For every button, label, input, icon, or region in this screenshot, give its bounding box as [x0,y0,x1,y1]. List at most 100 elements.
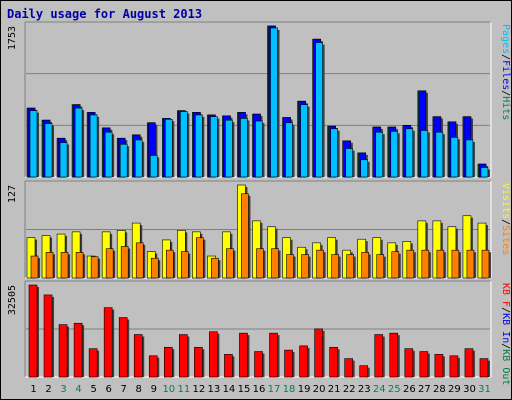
bar-pages-day-14 [225,119,233,178]
bar-pages-day-13 [210,116,218,178]
x-tick-label-day-5: 5 [90,384,96,395]
bar-pages-day-28 [435,131,444,178]
x-tick-label-day-25: 25 [388,384,401,395]
bar-pages-day-30 [465,139,474,178]
bar-kbf-day-30 [464,348,474,378]
x-tick-label-day-26: 26 [403,384,416,395]
legend-entry: KB Out [500,349,511,385]
bar-kbf-day-6 [103,307,113,378]
bar-kbf-day-23 [359,365,369,378]
bar-sites-day-17 [271,248,279,279]
legend-entry: Hits [500,96,511,120]
bar-sites-day-19 [301,254,309,279]
bar-sites-day-26 [406,249,415,279]
bar-pages-day-20 [315,42,323,178]
bar-pages-day-26 [405,128,414,178]
bar-kbf-day-7 [118,317,128,378]
panel-0-legend: Pages/Files/Hits [500,24,511,120]
bar-kbf-day-20 [314,328,323,378]
x-tick-label-day-28: 28 [433,384,446,395]
bar-kbf-day-26 [404,348,414,378]
bar-sites-day-3 [60,252,69,279]
bar-sites-day-12 [196,237,204,279]
bar-pages-day-16 [255,120,263,178]
x-tick-label-day-19: 19 [298,384,311,395]
bar-sites-day-31 [481,249,490,279]
bar-kbf-day-17 [269,332,278,378]
bar-kbf-day-21 [329,346,338,378]
x-tick-label-day-17: 17 [268,384,281,395]
legend-entry: / [500,307,511,313]
legend-entry: Files [500,60,511,90]
x-tick-label-day-8: 8 [136,384,142,395]
bar-kbf-day-16 [254,351,263,378]
bar-pages-day-8 [134,139,143,178]
bar-pages-day-6 [104,131,113,178]
bar-sites-day-13 [211,257,219,279]
bar-pages-day-9 [149,155,158,178]
x-tick-label-day-7: 7 [121,384,127,395]
bar-pages-day-18 [285,122,293,178]
chart-title: Daily usage for August 2013 [7,7,203,21]
bar-pages-day-21 [330,128,338,178]
legend-entry: / [500,219,511,225]
bar-pages-day-11 [180,111,188,178]
bar-kbf-day-18 [284,349,293,378]
x-tick-label-day-20: 20 [313,384,326,395]
bar-sites-day-15 [241,193,249,279]
x-tick-label-day-31: 31 [478,384,491,395]
bar-kbf-day-13 [209,331,218,378]
x-tick-label-day-30: 30 [463,384,476,395]
x-tick-label-day-21: 21 [328,384,341,395]
x-tick-label-day-23: 23 [358,384,371,395]
bar-pages-day-25 [390,131,399,178]
legend-entry: / [500,343,511,349]
bar-kbf-day-11 [179,334,188,378]
bar-pages-day-29 [450,137,459,178]
x-tick-label-day-18: 18 [283,384,296,395]
bar-kbf-day-9 [148,355,158,378]
bar-pages-day-24 [375,131,384,178]
bar-kbf-day-22 [344,358,353,378]
bar-pages-day-22 [345,148,353,178]
bar-pages-day-19 [300,104,308,178]
bar-sites-day-25 [391,251,400,279]
bar-pages-day-31 [480,167,489,178]
bar-kbf-day-3 [58,324,68,378]
bar-sites-day-18 [286,254,294,279]
x-tick-label-day-9: 9 [151,384,157,395]
bar-kbf-day-12 [194,346,203,378]
bar-sites-day-27 [421,249,430,279]
legend-entry: KB In [500,313,511,343]
bar-kbf-day-10 [163,346,173,378]
legend-entry: Pages [500,24,511,54]
bar-sites-day-21 [331,254,339,279]
bar-sites-day-20 [316,249,324,279]
bar-kbf-day-1 [28,284,38,378]
panel-1-y-tick-label: 127 [7,185,18,203]
bar-sites-day-11 [181,251,189,279]
bar-sites-day-30 [466,249,475,279]
x-tick-label-day-6: 6 [105,384,111,395]
bar-sites-day-24 [376,254,385,279]
bar-sites-day-7 [120,246,129,279]
bar-sites-day-29 [451,249,460,279]
x-tick-label-day-12: 12 [193,384,206,395]
x-tick-label-day-2: 2 [45,384,51,395]
bar-sites-day-23 [361,252,370,279]
legend-entry: / [500,90,511,96]
bar-kbf-day-2 [43,294,53,378]
x-tick-label-day-24: 24 [373,384,386,395]
bar-sites-day-22 [346,254,354,279]
legend-entry: / [500,54,511,60]
x-tick-label-day-4: 4 [75,384,81,395]
x-tick-label-day-29: 29 [448,384,461,395]
bar-sites-day-1 [30,255,39,279]
bar-kbf-day-5 [88,348,98,378]
bar-pages-day-7 [119,143,128,178]
bar-kbf-day-15 [239,332,248,378]
legend-entry: Sites [500,225,511,255]
panel-2-legend: KB F/KB In/KB Out [500,283,511,385]
bar-sites-day-6 [105,248,114,279]
